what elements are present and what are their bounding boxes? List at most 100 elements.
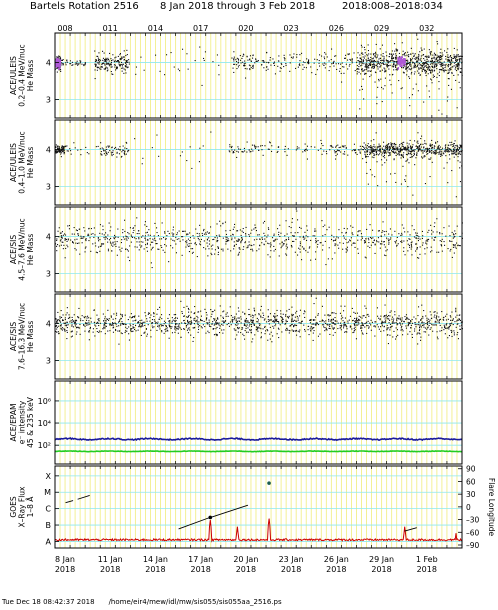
data-point — [262, 238, 264, 240]
data-point — [161, 330, 163, 332]
data-point — [273, 233, 275, 235]
data-point — [112, 327, 114, 329]
data-point — [400, 154, 402, 156]
data-point — [181, 311, 183, 313]
highlight-point — [58, 68, 60, 70]
data-point — [249, 323, 251, 325]
data-point — [294, 316, 296, 318]
data-point — [226, 324, 228, 326]
data-point — [122, 232, 124, 234]
data-point — [96, 62, 98, 64]
data-point — [406, 316, 408, 318]
data-point — [460, 71, 462, 73]
data-point — [369, 63, 371, 65]
data-point — [387, 238, 389, 240]
data-point — [416, 60, 418, 62]
highlight-point — [402, 58, 405, 60]
data-point — [394, 65, 396, 67]
data-point — [438, 75, 440, 77]
data-point — [107, 57, 109, 59]
data-point — [382, 151, 384, 153]
data-point — [358, 71, 360, 73]
data-point — [73, 227, 75, 229]
data-point — [84, 247, 86, 249]
data-point — [395, 58, 397, 60]
data-point — [438, 153, 440, 155]
data-point — [121, 322, 123, 324]
data-point — [428, 325, 430, 327]
data-point — [374, 326, 376, 328]
data-point — [58, 245, 60, 247]
data-point — [112, 151, 114, 153]
data-point — [315, 297, 317, 299]
data-point — [163, 320, 165, 322]
data-point — [143, 248, 145, 250]
data-point — [127, 237, 129, 239]
data-point — [335, 146, 337, 148]
data-point — [449, 250, 451, 252]
data-point — [456, 314, 458, 316]
data-point — [400, 241, 402, 243]
data-point — [429, 143, 431, 145]
data-point — [369, 322, 371, 324]
data-point — [125, 72, 127, 74]
data-point — [72, 320, 74, 322]
data-point — [315, 316, 317, 318]
data-point — [379, 150, 381, 152]
data-point — [345, 54, 347, 56]
data-point — [313, 62, 315, 64]
data-point — [279, 70, 281, 72]
data-point — [248, 241, 250, 243]
data-point — [297, 254, 299, 256]
data-point — [417, 235, 419, 237]
data-point — [347, 154, 349, 156]
data-point — [419, 148, 421, 150]
data-point — [370, 62, 372, 64]
data-point — [293, 326, 295, 328]
data-point — [329, 328, 331, 330]
data-point — [248, 314, 250, 316]
data-point — [110, 63, 112, 65]
data-point — [389, 64, 391, 66]
data-point — [389, 152, 391, 154]
data-point — [152, 327, 154, 329]
data-point — [59, 317, 61, 319]
data-point — [276, 238, 278, 240]
data-point — [447, 60, 449, 62]
data-point — [340, 72, 342, 74]
data-point — [305, 148, 307, 150]
data-point — [71, 233, 73, 235]
data-point — [402, 50, 404, 52]
data-point — [409, 322, 411, 324]
data-point — [434, 63, 436, 65]
data-point — [434, 311, 436, 313]
data-point — [170, 245, 172, 247]
data-point — [109, 63, 111, 65]
data-point — [281, 331, 283, 333]
data-point — [121, 65, 123, 67]
data-point — [72, 326, 74, 328]
data-point — [158, 326, 160, 328]
data-point — [320, 139, 322, 141]
data-point — [426, 56, 428, 58]
data-point — [407, 151, 409, 153]
data-point — [171, 320, 173, 322]
data-point — [323, 324, 325, 326]
data-point — [353, 149, 355, 151]
data-point — [121, 247, 123, 249]
data-point — [377, 230, 379, 232]
data-point — [328, 324, 330, 326]
data-point — [257, 321, 259, 323]
data-point — [359, 62, 361, 64]
data-point — [332, 318, 334, 320]
data-point — [416, 147, 418, 149]
data-point — [75, 63, 77, 65]
data-point — [282, 321, 284, 323]
data-point — [95, 325, 97, 327]
data-point — [392, 320, 394, 322]
data-point — [80, 60, 82, 62]
data-point — [186, 244, 188, 246]
data-point — [376, 241, 378, 243]
data-point — [449, 64, 451, 66]
data-point — [307, 329, 309, 331]
